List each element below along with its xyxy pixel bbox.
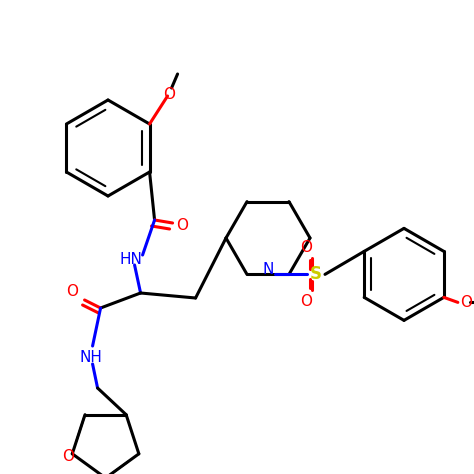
Text: O: O	[62, 449, 74, 465]
Text: O: O	[300, 294, 312, 309]
Text: NH: NH	[79, 350, 102, 365]
Text: O: O	[177, 218, 189, 233]
Text: O: O	[66, 284, 79, 300]
Text: HN: HN	[119, 253, 142, 267]
Text: N: N	[262, 262, 273, 277]
Text: O: O	[300, 240, 312, 255]
Text: O: O	[460, 295, 472, 310]
Text: O: O	[164, 86, 175, 101]
Text: S: S	[310, 265, 322, 283]
